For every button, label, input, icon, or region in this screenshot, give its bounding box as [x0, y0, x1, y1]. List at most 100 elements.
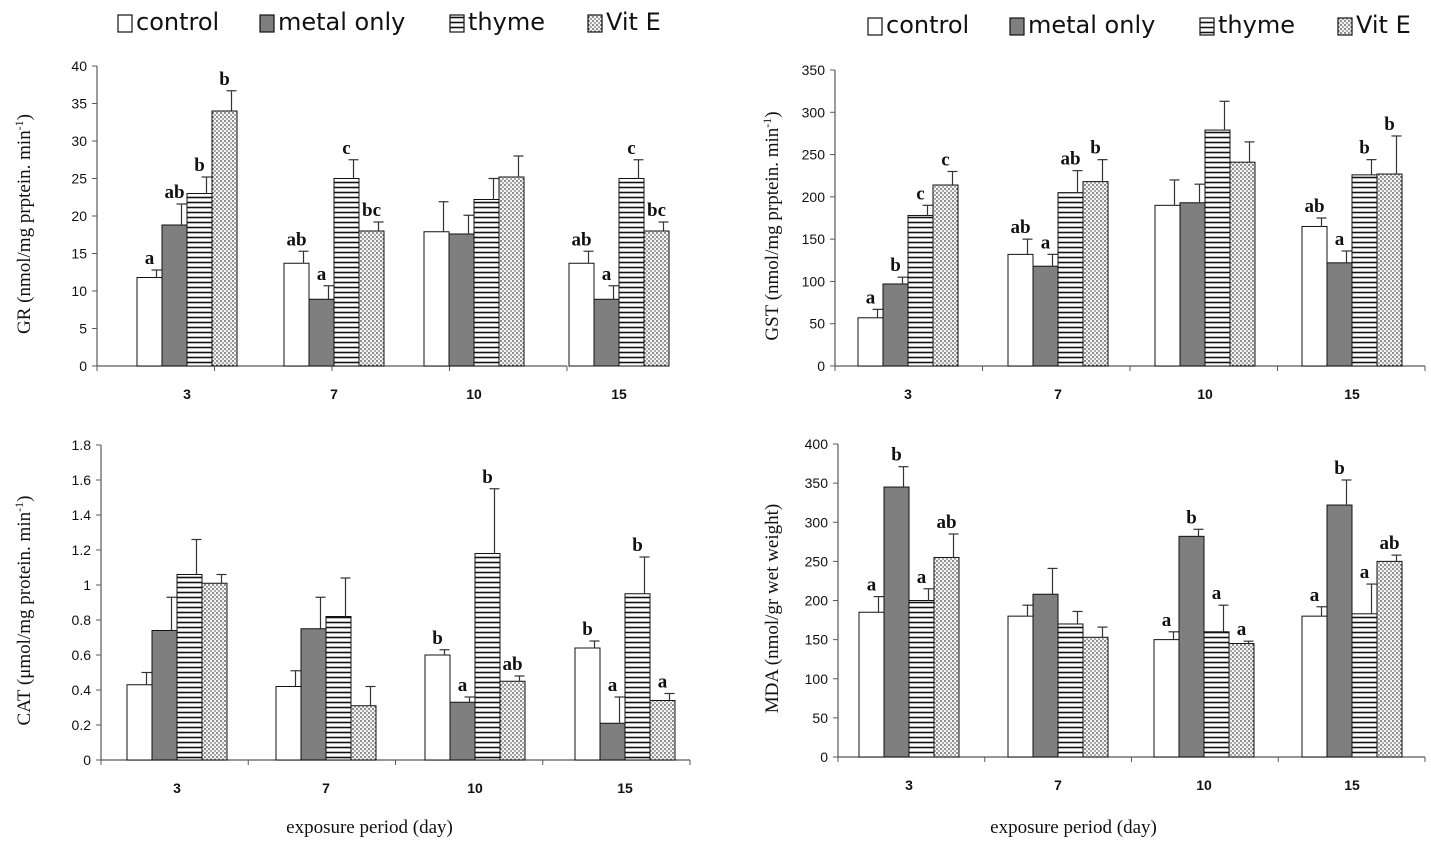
y-tick-label: 200: [802, 189, 826, 205]
legend-top-right: control metal only thyme Vit E: [867, 11, 1411, 39]
bar-metal-only: [882, 283, 909, 367]
bar-metal-only: [1032, 265, 1059, 367]
significance-letter: ab: [164, 182, 184, 203]
significance-letter: bc: [362, 200, 381, 221]
x-tick-label: 10: [467, 780, 483, 796]
bar-thyme: [1351, 613, 1378, 758]
significance-letter: a: [458, 675, 468, 696]
y-tick-label: 50: [809, 316, 825, 332]
significance-letter: ab: [936, 512, 956, 533]
bar-control: [1007, 253, 1034, 367]
bar-vit-e: [1082, 181, 1109, 367]
y-tick-label: 15: [71, 246, 87, 262]
significance-letter: a: [866, 287, 876, 308]
x-axis-label: exposure period (day): [990, 817, 1157, 838]
bar-thyme: [186, 193, 213, 367]
y-tick-label: 150: [802, 231, 826, 247]
bar-control: [568, 262, 595, 367]
bar-control: [574, 647, 601, 761]
bar-metal-only: [161, 224, 188, 367]
y-tick-label: 40: [71, 58, 87, 74]
x-tick-label: 15: [617, 780, 633, 796]
bar-control: [1301, 225, 1328, 367]
y-tick-label: 10: [71, 283, 87, 299]
x-tick-label: 10: [1196, 777, 1212, 793]
bar-vit-e: [499, 680, 526, 761]
y-axis-label: GR (nmol/mg prptein. min-1): [12, 114, 35, 334]
bar-thyme: [1057, 192, 1084, 367]
bar-control: [1301, 615, 1328, 758]
y-tick-label: 5: [79, 321, 87, 337]
significance-letter: a: [917, 567, 927, 588]
y-tick-label: 250: [805, 553, 829, 569]
y-tick-label: 20: [71, 208, 87, 224]
significance-letter: bc: [647, 200, 666, 221]
bar-vit-e: [350, 705, 377, 761]
bar-vit-e: [201, 582, 228, 761]
significance-letter: a: [1335, 229, 1345, 250]
bar-metal-only: [883, 486, 910, 758]
x-tick-label: 7: [1054, 386, 1062, 402]
legend-item-metal-only: metal only: [259, 8, 405, 36]
y-axis-label: GST (nmol/mg prptein. min-1): [760, 111, 783, 340]
bar-thyme: [176, 574, 203, 761]
bar-metal-only: [1178, 535, 1205, 758]
bar-vit-e: [1082, 636, 1109, 758]
bar-thyme: [624, 593, 651, 761]
legend-item-control: control: [117, 8, 219, 36]
bar-control: [858, 611, 885, 758]
bar-thyme: [1351, 174, 1378, 367]
y-tick-label: 0: [83, 752, 91, 768]
bar-thyme: [907, 214, 934, 367]
significance-letter: ab: [1010, 217, 1030, 238]
y-tick-label: 0.8: [72, 612, 92, 628]
legend-swatch: [1009, 17, 1025, 36]
y-tick-label: 100: [805, 671, 829, 687]
bar-metal-only: [308, 298, 335, 367]
significance-letter: a: [1360, 562, 1370, 583]
significance-letter: b: [632, 535, 643, 556]
y-tick-label: 1.4: [72, 507, 92, 523]
significance-letter: b: [890, 255, 901, 276]
legend-label: metal only: [1028, 11, 1155, 39]
significance-letter: b: [1334, 458, 1345, 479]
legend-swatch: [117, 14, 133, 33]
bar-metal-only: [599, 722, 626, 761]
y-tick-label: 1.8: [72, 437, 92, 453]
legend-label: control: [886, 11, 969, 39]
significance-letter: a: [1237, 619, 1247, 640]
bar-control: [424, 654, 451, 761]
y-tick-label: 300: [805, 514, 829, 530]
bar-control: [1153, 639, 1180, 758]
bar-thyme: [325, 616, 352, 761]
bar-metal-only: [449, 701, 476, 761]
x-tick-label: 7: [330, 386, 338, 402]
significance-letter: a: [1162, 610, 1172, 631]
bar-thyme: [1057, 623, 1084, 758]
bar-control: [275, 686, 302, 761]
bar-metal-only: [1326, 262, 1353, 367]
bar-control: [136, 277, 163, 367]
y-tick-label: 200: [805, 593, 829, 609]
significance-letter: ab: [502, 654, 522, 675]
significance-letter: c: [342, 138, 350, 159]
legend-swatch: [1199, 17, 1215, 36]
significance-letter: b: [1384, 114, 1395, 135]
legend-swatch: [1337, 17, 1353, 36]
significance-letter: a: [145, 248, 155, 269]
y-tick-label: 0.2: [72, 717, 92, 733]
y-tick-label: 350: [805, 475, 829, 491]
bar-thyme: [333, 178, 360, 367]
significance-letter: a: [317, 264, 327, 285]
y-tick-label: 0.4: [72, 682, 92, 698]
significance-letter: c: [627, 138, 635, 159]
x-tick-label: 15: [611, 386, 627, 402]
bar-vit-e: [358, 230, 385, 367]
bar-metal-only: [151, 630, 178, 761]
bar-metal-only: [1326, 504, 1353, 758]
x-tick-label: 10: [1197, 386, 1213, 402]
bar-control: [1007, 615, 1034, 758]
bar-metal-only: [448, 233, 475, 367]
